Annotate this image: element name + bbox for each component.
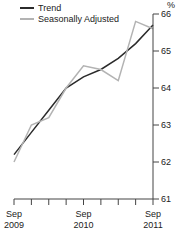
svg-text:2009: 2009 <box>8 220 24 230</box>
svg-text:62: 62 <box>161 157 171 167</box>
svg-text:Sep: Sep <box>8 209 22 219</box>
svg-text:Sep: Sep <box>75 209 91 219</box>
svg-text:2011: 2011 <box>143 220 162 230</box>
svg-text:61: 61 <box>161 194 171 204</box>
svg-text:2010: 2010 <box>73 220 93 230</box>
svg-text:63: 63 <box>161 120 171 130</box>
svg-text:Sep: Sep <box>145 209 161 219</box>
html-text:Trend: Trend <box>38 2 62 13</box>
svg-text:64: 64 <box>161 83 171 93</box>
svg-text:66: 66 <box>161 9 171 19</box>
html-text:Seasonally Adjusted: Seasonally Adjusted <box>38 13 120 24</box>
svg-text:65: 65 <box>161 46 171 56</box>
